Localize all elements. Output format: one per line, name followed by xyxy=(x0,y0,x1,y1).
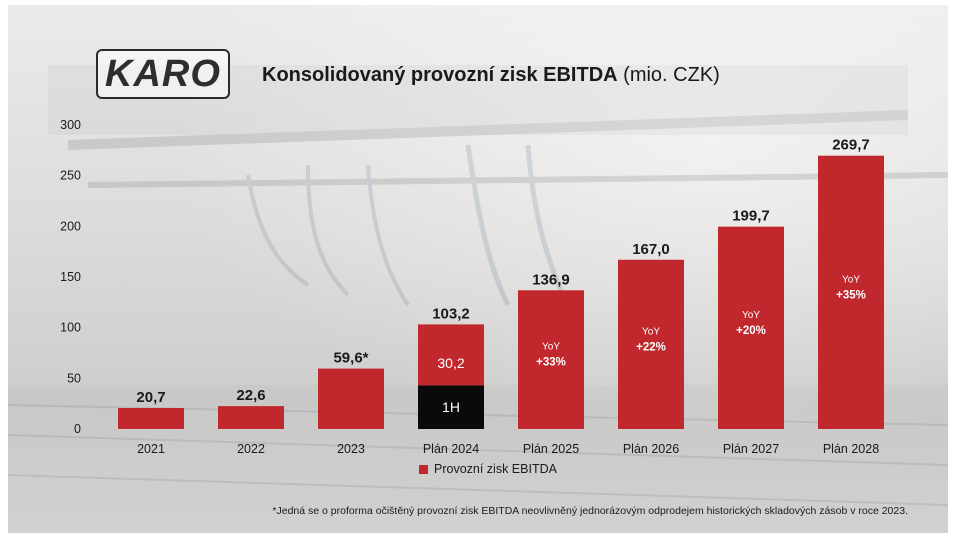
yoy-value: +35% xyxy=(836,289,866,301)
y-tick-label: 250 xyxy=(60,169,81,183)
y-tick-label: 200 xyxy=(60,219,81,233)
bar xyxy=(718,226,784,429)
karo-logo: KARO xyxy=(96,49,230,99)
bar-value-label: 136,9 xyxy=(532,271,570,288)
bar-value-label: 103,2 xyxy=(432,305,470,322)
y-tick-label: 50 xyxy=(67,371,81,385)
bar xyxy=(218,406,284,429)
y-tick-label: 0 xyxy=(74,422,81,436)
bar-first-half-label: 1H xyxy=(442,399,460,415)
bar-value-label: 199,7 xyxy=(732,208,770,225)
bar xyxy=(818,155,884,430)
x-tick-label: 2022 xyxy=(237,442,265,456)
title-unit: (mio. CZK) xyxy=(623,64,720,86)
x-tick-label: 2023 xyxy=(337,442,365,456)
bar-first-half xyxy=(418,385,484,429)
x-tick-label: Plán 2026 xyxy=(623,442,679,456)
x-tick-label: Plán 2024 xyxy=(423,442,479,456)
yoy-value: +20% xyxy=(736,325,766,337)
y-tick-label: 300 xyxy=(60,118,81,132)
legend-label: Provozní zisk EBITDA xyxy=(434,462,557,476)
bar-second-half-label: 30,2 xyxy=(437,355,464,371)
x-tick-label: Plán 2028 xyxy=(823,442,879,456)
yoy-label: YoY xyxy=(542,342,560,353)
title-main: Konsolidovaný provozní zisk EBITDA xyxy=(262,64,618,86)
bar xyxy=(418,324,484,386)
bar xyxy=(118,408,184,429)
y-tick-label: 150 xyxy=(60,270,81,284)
legend-swatch xyxy=(419,464,428,474)
logo-text: KARO xyxy=(105,52,221,95)
yoy-value: +22% xyxy=(636,341,666,353)
bar-value-label: 22,6 xyxy=(236,387,265,404)
bar xyxy=(518,290,584,429)
bar xyxy=(318,368,384,429)
x-tick-label: 2021 xyxy=(137,442,165,456)
x-tick-label: Plán 2025 xyxy=(523,442,579,456)
ebitda-bar-chart: 0 50 100 150 200 250 300 20,7 2021 22,6 2022 59,6* 2… xyxy=(60,118,884,456)
yoy-label: YoY xyxy=(742,310,760,321)
yoy-value: +33% xyxy=(536,357,566,369)
slide: KARO Konsolidovaný provozní zisk EBITDA … xyxy=(8,5,948,533)
y-tick-label: 100 xyxy=(60,321,81,335)
yoy-label: YoY xyxy=(842,274,860,285)
bar-value-label: 167,0 xyxy=(632,241,670,258)
bar-value-label: 59,6* xyxy=(333,350,368,367)
bar xyxy=(618,259,684,429)
chart-legend: Provozní zisk EBITDA xyxy=(419,462,557,476)
bar-value-label: 20,7 xyxy=(136,389,165,406)
footnote: *Jedná se o proforma očištěný provozní z… xyxy=(272,505,908,517)
bar-value-label: 269,7 xyxy=(832,137,870,154)
yoy-label: YoY xyxy=(642,326,660,337)
x-tick-label: Plán 2027 xyxy=(723,442,779,456)
page-title: Konsolidovaný provozní zisk EBITDA (mio.… xyxy=(262,64,720,87)
